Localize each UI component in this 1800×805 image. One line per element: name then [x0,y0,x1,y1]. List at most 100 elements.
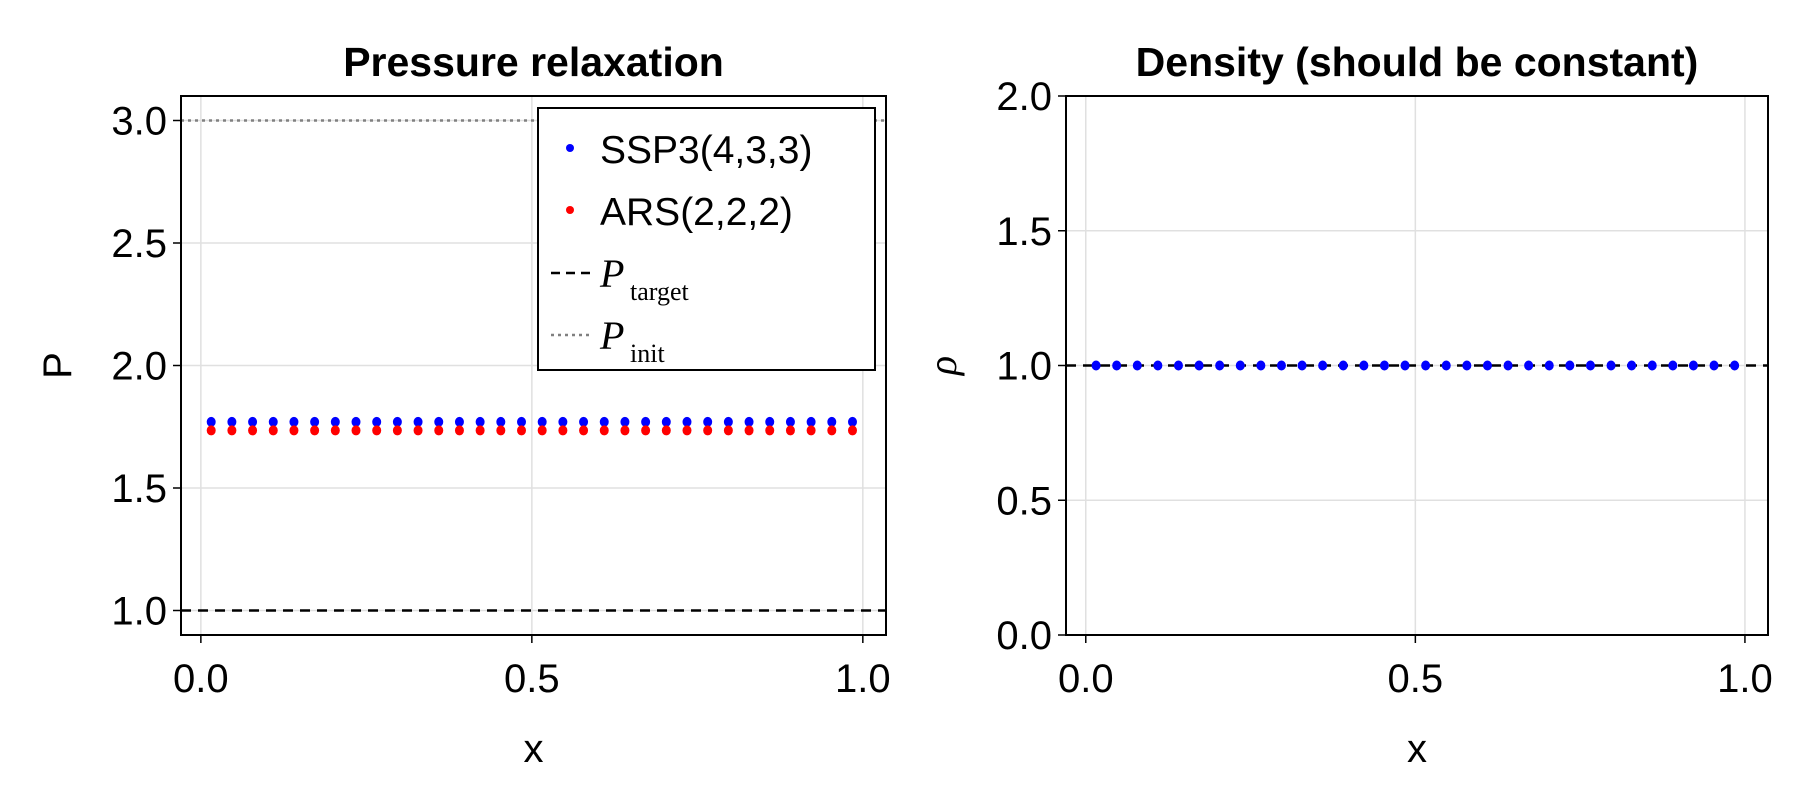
plot-1: 0.0 0.5 1.0 1.0 1.5 2.0 2.5 3.0 Pressure relaxat… [36,39,891,771]
chart-title: Pressure relaxation [343,39,724,85]
data-point [1132,360,1142,371]
legend-subscript: target [630,277,689,306]
data-point [1668,360,1678,371]
data-point [703,425,713,436]
data-point [1379,360,1389,371]
x-tick-label: 1.0 [1717,657,1773,701]
data-point [1400,360,1410,371]
x-tick-label: 0.0 [173,657,229,701]
data-point [1524,360,1534,371]
data-point [1482,360,1492,371]
data-point [806,416,816,427]
data-point [599,416,609,427]
data-point [496,425,506,436]
data-point [1585,360,1595,371]
data-point [579,416,589,427]
data-point [806,425,816,436]
legend-box [537,107,876,371]
data-point [392,425,402,436]
data-point [330,416,340,427]
data-point [744,425,754,436]
data-point [289,425,299,436]
data-point [1235,360,1245,371]
y-tick-label: 2.0 [111,345,167,389]
data-point [599,425,609,436]
y-tick-label: 2.0 [996,75,1052,119]
data-point [517,425,527,436]
data-point [1153,360,1163,371]
y-tick-label: 1.5 [111,467,167,511]
axes-frame [1065,95,1769,636]
plot-2: 0.0 0.5 1.0 0.0 0.5 1.0 1.5 2.0 Density (should … [920,39,1773,771]
series-density [1091,360,1740,371]
legend-label: P [599,313,624,358]
x-tick-label: 0.5 [504,657,560,701]
data-point [537,416,547,427]
legend-item: ARS(2,2,2) [566,191,793,234]
legend-label: P [599,251,624,296]
chart-title: Density (should be constant) [1136,39,1699,85]
data-point [1215,360,1225,371]
data-point [1421,360,1431,371]
data-point [1544,360,1554,371]
data-point [206,416,216,427]
data-point [1441,360,1451,371]
data-point [661,416,671,427]
data-point [1091,360,1101,371]
data-point [1256,360,1266,371]
data-point [475,416,485,427]
data-point [785,425,795,436]
x-axis-label: x [1407,727,1427,771]
data-point [1276,360,1286,371]
data-point [1709,360,1719,371]
data-point [434,416,444,427]
data-point [413,416,423,427]
data-point [517,416,527,427]
x-tick-label: 0.5 [1388,657,1444,701]
series-SSP3(4,3,3) [206,416,857,427]
data-point [558,416,568,427]
data-point [847,416,857,427]
data-point [847,425,857,436]
y-tick-label: 1.0 [111,590,167,634]
data-point [744,416,754,427]
data-point [558,425,568,436]
data-point [413,425,423,436]
data-point [1173,360,1183,371]
data-point [1688,360,1698,371]
y-axis-label: ρ [920,356,965,377]
data-point [1318,360,1328,371]
y-tick-label: 2.5 [111,222,167,266]
data-point [723,425,733,436]
data-point [248,416,258,427]
legend-item: SSP3(4,3,3) [566,129,812,172]
axes-frame [180,95,887,636]
x-tick-label: 1.0 [835,657,891,701]
y-axis-label: P [36,352,80,379]
legend-subscript: init [630,339,665,368]
data-point [496,416,506,427]
data-point [372,416,382,427]
data-point [579,425,589,436]
x-axis-label: x [524,727,544,771]
data-point [1462,360,1472,371]
data-point [1503,360,1513,371]
x-tick-label: 0.0 [1058,657,1114,701]
data-point [268,416,278,427]
data-point [392,416,402,427]
data-point [1112,360,1122,371]
data-point [1194,360,1204,371]
data-point [641,425,651,436]
data-point [1627,360,1637,371]
data-point [682,425,692,436]
data-point [227,416,237,427]
data-point [268,425,278,436]
data-point [351,416,361,427]
y-tick-label: 1.0 [996,345,1052,389]
data-point [765,425,775,436]
data-point [703,416,713,427]
data-point [827,425,837,436]
data-point [227,425,237,436]
data-point [330,425,340,436]
